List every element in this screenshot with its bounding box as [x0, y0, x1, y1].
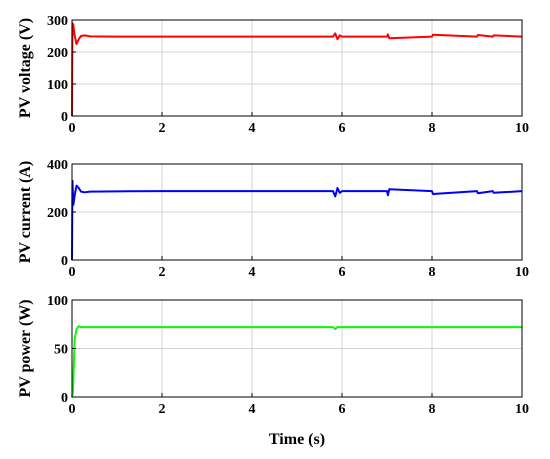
x-tick-label: 0 — [69, 402, 76, 417]
x-tick-label: 4 — [249, 402, 256, 417]
y-tick-label: 0 — [61, 391, 68, 406]
y-tick-label: 400 — [47, 158, 68, 173]
x-tick-label: 2 — [159, 402, 166, 417]
y-tick-label: 50 — [54, 343, 68, 358]
y-tick-label: 100 — [47, 78, 68, 93]
plot-frame — [71, 19, 523, 117]
x-tick-label: 8 — [429, 265, 436, 280]
x-tick-label: 0 — [69, 265, 76, 280]
x-tick-label: 2 — [159, 121, 166, 136]
y-tick-label: 300 — [47, 14, 68, 29]
subplot-2: 0 2 4 6 8 10 0 200 400 PV current (A) — [17, 158, 529, 280]
x-tick-label: 10 — [515, 402, 529, 417]
y-tick-label: 0 — [61, 254, 68, 269]
series-line — [71, 179, 523, 261]
y-tick-label: 200 — [47, 46, 68, 61]
x-tick-label: 8 — [429, 402, 436, 417]
x-tick-label: 0 — [69, 121, 76, 136]
x-tick-label: 10 — [515, 265, 529, 280]
y-axis-label: PV power (W) — [17, 299, 34, 397]
x-axis-label: Time (s) — [269, 431, 325, 448]
x-tick-label: 2 — [159, 265, 166, 280]
series-line — [71, 325, 522, 398]
x-tick-label: 4 — [249, 265, 256, 280]
x-tick-label: 10 — [515, 121, 529, 136]
y-tick-label: 200 — [47, 206, 68, 221]
y-axis-label: PV voltage (V) — [17, 18, 34, 118]
x-tick-label: 6 — [339, 402, 346, 417]
x-tick-label: 4 — [249, 121, 256, 136]
x-tick-label: 8 — [429, 121, 436, 136]
y-tick-label: 100 — [47, 294, 68, 309]
x-tick-label: 6 — [339, 265, 346, 280]
x-tick-label: 6 — [339, 121, 346, 136]
y-axis-label: PV current (A) — [17, 161, 34, 264]
series-line — [71, 22, 523, 117]
y-tick-label: 0 — [61, 110, 68, 125]
